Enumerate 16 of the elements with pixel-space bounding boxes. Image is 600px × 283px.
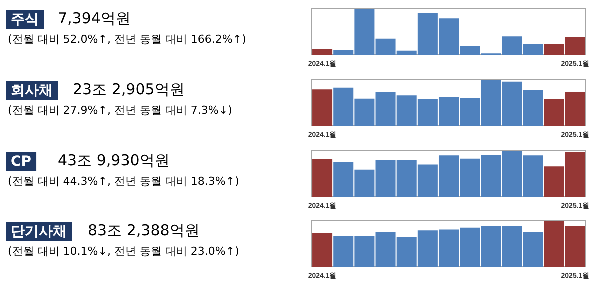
text: 주식 bbox=[11, 12, 39, 28]
text: 회사채 bbox=[11, 82, 53, 99]
text: 7,394억원 bbox=[58, 10, 131, 28]
bar bbox=[312, 49, 333, 55]
text: (전월 대비 44.3%↑, 전년 동월 대비 18.3%↑) bbox=[8, 174, 240, 188]
text: 43조 9,930억원 bbox=[58, 151, 170, 169]
bar bbox=[312, 89, 333, 126]
text: (전월 대비 10.1%↓, 전년 동월 대비 23.0%↑) bbox=[8, 245, 240, 258]
text: CP bbox=[11, 154, 32, 170]
text: 23조 2,905억원 bbox=[73, 80, 185, 98]
bar bbox=[312, 158, 333, 196]
text: (전월 대비 27.9%↑, 전년 동월 대비 7.3%↓) bbox=[8, 104, 232, 117]
bar bbox=[312, 234, 333, 268]
text: 83조 2,388억원 bbox=[88, 222, 200, 240]
text: 단기사채 bbox=[11, 224, 67, 240]
text: (전월 대비 52.0%↑, 전년 동월 대비 166.2%↑) bbox=[8, 33, 246, 46]
